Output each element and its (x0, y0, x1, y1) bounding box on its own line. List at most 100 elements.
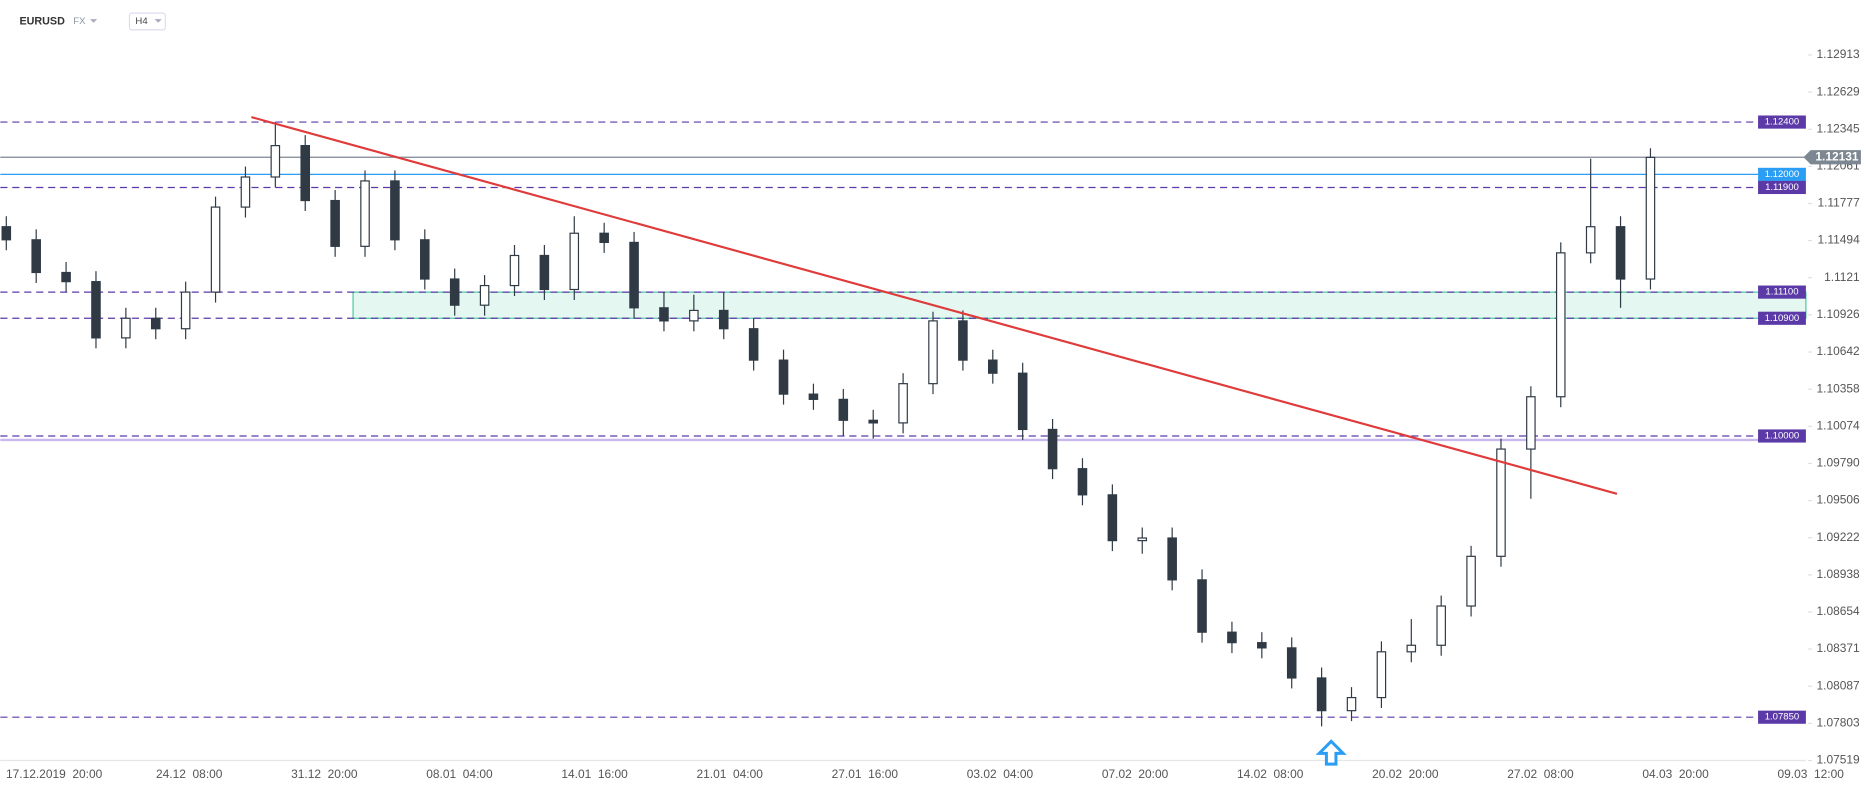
y-tick-label: 1.07803 (1817, 716, 1861, 730)
y-tick-label: 1.10358 (1817, 381, 1861, 395)
candle-body (61, 271, 71, 283)
level-label: 1.11900 (1765, 182, 1799, 193)
y-tick-label: 1.11777 (1817, 196, 1860, 210)
candle-body (449, 278, 460, 306)
candle-body (868, 419, 878, 424)
y-tick-label: 1.12629 (1817, 84, 1861, 98)
x-tick-label: 27.02 08:00 (1507, 767, 1574, 781)
x-tick-label: 14.01 16:00 (561, 767, 628, 781)
candle-body (270, 145, 281, 178)
candle-body (1555, 252, 1566, 398)
y-tick-label: 1.08087 (1817, 678, 1861, 692)
level-label: 1.10000 (1765, 431, 1800, 442)
candle-body (958, 320, 968, 361)
candle-body (180, 291, 191, 330)
level-tag (1758, 311, 1806, 325)
candle-body (838, 398, 849, 421)
level-tag (1758, 710, 1806, 724)
candle-body (1017, 372, 1028, 431)
x-tick-label: 04.03 20:00 (1642, 767, 1709, 781)
market[interactable]: FX (73, 16, 86, 27)
candle-body (1645, 156, 1656, 280)
candle-body (1077, 468, 1088, 496)
x-tick-label: 09.03 12:00 (1777, 767, 1844, 781)
candle-body (210, 206, 221, 293)
timeframe-box[interactable] (128, 12, 166, 31)
trendline (251, 116, 1618, 495)
zone (352, 291, 1807, 319)
candle-body (1346, 696, 1357, 712)
candle-body (928, 320, 938, 385)
candle-body (1107, 494, 1118, 542)
candle-body (569, 232, 580, 291)
level-tag (1758, 167, 1806, 181)
level-label: 1.07850 (1765, 712, 1800, 723)
level-label: 1.10900 (1765, 313, 1800, 324)
signal-arrow (1315, 739, 1347, 766)
candle-body (1526, 396, 1536, 450)
level-tag (1758, 429, 1806, 443)
candle-body (300, 145, 311, 202)
candle-body (1286, 647, 1297, 679)
candle-body (121, 317, 131, 339)
level-label: 1.11100 (1765, 287, 1798, 298)
candle-body (1047, 428, 1058, 470)
candle-body (509, 254, 520, 287)
level-label: 1.12000 (1765, 169, 1800, 180)
y-tick-label: 1.12345 (1817, 121, 1861, 135)
y-tick-label: 1.10926 (1817, 307, 1861, 321)
candle-body (748, 328, 759, 361)
y-tick-label: 1.08938 (1817, 567, 1861, 581)
dropdown-icon[interactable] (154, 19, 162, 23)
candle-body (599, 232, 609, 244)
candle-body (91, 281, 101, 339)
candle-body (1376, 651, 1387, 699)
level-label: 1.12400 (1765, 117, 1800, 128)
y-tick-label: 1.07519 (1817, 753, 1861, 767)
candle-body (1197, 579, 1207, 633)
y-tick-label: 1.09790 (1817, 456, 1861, 470)
candle-body (718, 309, 729, 330)
candle-body (330, 199, 340, 247)
level-tag (1758, 180, 1806, 195)
candle-body (240, 176, 251, 208)
candle-body (1257, 642, 1267, 649)
x-tick-label: 08.01 04:00 (426, 767, 493, 781)
candle-body (1496, 448, 1506, 557)
candle-body (1436, 605, 1446, 646)
candle-body (1466, 555, 1476, 607)
x-tick-label: 03.02 04:00 (967, 767, 1034, 781)
y-tick-label: 1.08654 (1817, 604, 1861, 618)
timeframe[interactable]: H4 (135, 16, 148, 27)
y-tick-label: 1.10642 (1817, 344, 1861, 358)
candle-body (1, 226, 12, 241)
x-tick-label: 20.02 20:00 (1372, 767, 1439, 781)
dropdown-icon[interactable] (89, 19, 98, 23)
candle-body (150, 317, 161, 330)
candle-body (1406, 644, 1417, 653)
x-tick-label: 31.12 20:00 (291, 767, 358, 781)
candle-body (1316, 677, 1327, 712)
candle-body (988, 359, 998, 374)
current-price-label: 1.12131 (1815, 149, 1859, 163)
y-tick-label: 1.12913 (1817, 47, 1861, 61)
candle-body (1167, 537, 1177, 581)
y-tick-label: 1.09222 (1817, 530, 1861, 544)
current-price-tag (1803, 150, 1861, 165)
candle-body (539, 254, 550, 291)
candle-body (1585, 226, 1596, 254)
y-tick-label: 1.1121 (1824, 270, 1860, 284)
candle-body (390, 180, 400, 241)
candle-body (1227, 631, 1237, 644)
level-tag (1758, 285, 1806, 299)
symbol[interactable]: EURUSD (19, 15, 65, 27)
candle-body (689, 309, 699, 322)
y-tick-label: 1.11494 (1817, 233, 1860, 247)
level-tag (1758, 115, 1806, 129)
candle-body (1137, 537, 1148, 542)
x-tick-label: 07.02 20:00 (1102, 767, 1169, 781)
candle-body (778, 359, 789, 395)
x-tick-label: 21.01 04:00 (697, 767, 764, 781)
candle-body (1615, 226, 1626, 280)
